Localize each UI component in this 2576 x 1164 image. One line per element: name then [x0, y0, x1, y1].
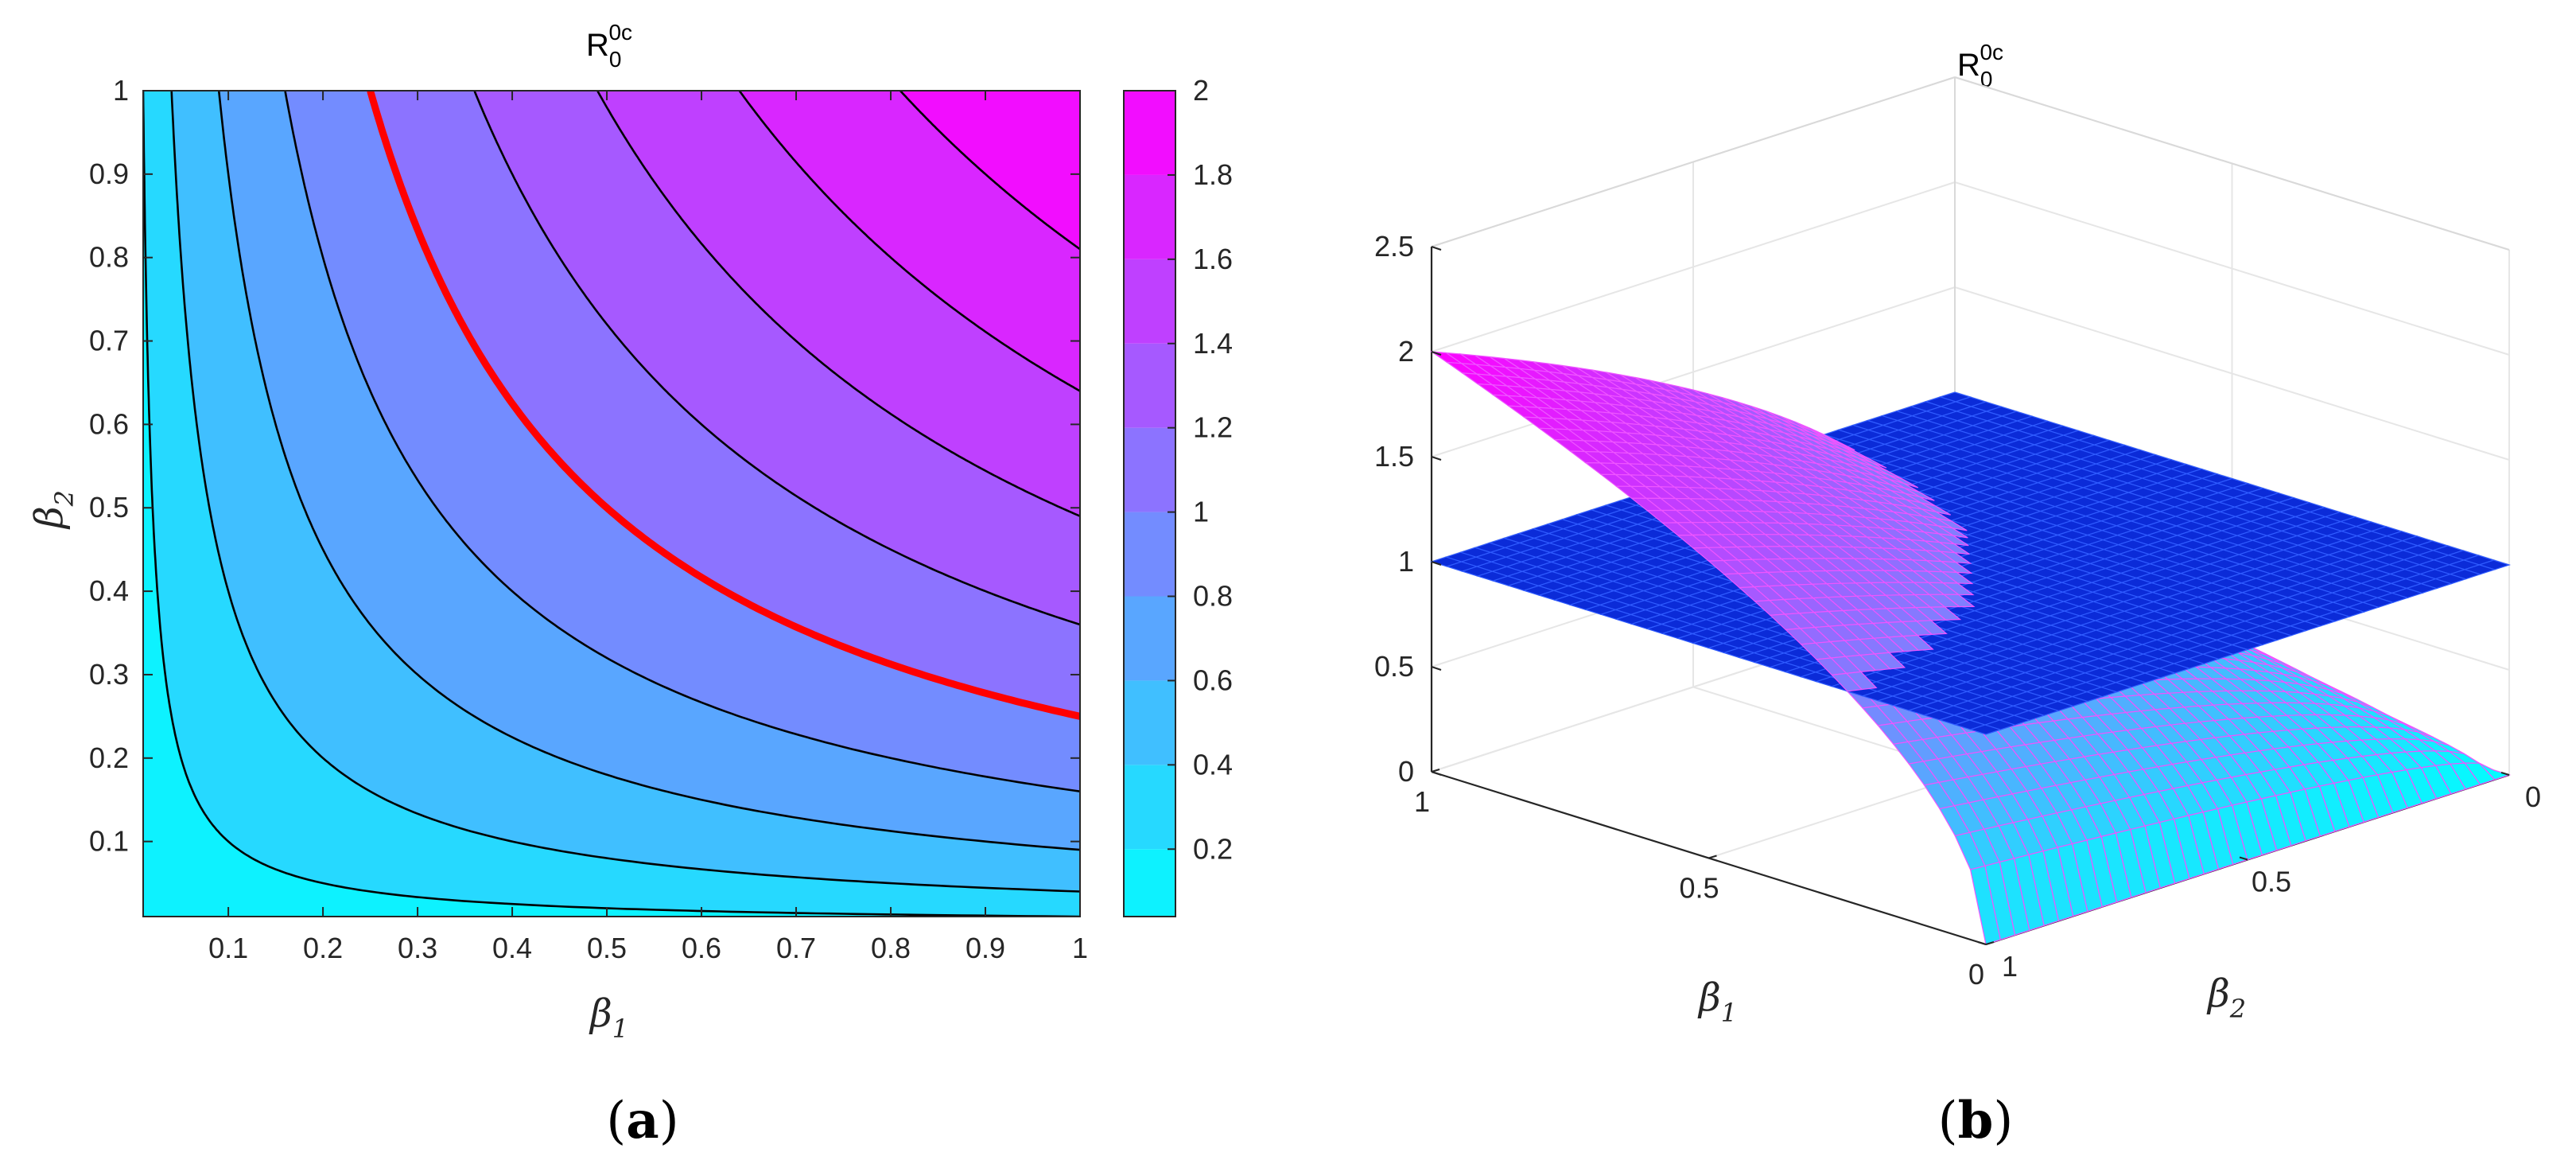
y-tick-label: 0.4 — [89, 574, 129, 607]
colorbar-segment — [1124, 174, 1175, 259]
panel-a-title: R00c — [586, 20, 632, 72]
colorbar-tick-label: 0.6 — [1193, 664, 1233, 696]
panel-b-title: R00c — [1957, 40, 2003, 91]
contour-plot — [142, 90, 1081, 917]
beta2-tick-label: 0.5 — [2252, 866, 2291, 898]
colorbar-tick-label: 0.4 — [1193, 748, 1233, 781]
beta1-tick-label: 1 — [1414, 785, 1430, 818]
contour-line — [473, 91, 1080, 626]
box-edge — [1954, 76, 2510, 251]
y-axis-label: β2 — [27, 490, 80, 530]
z-tick-label: 0 — [1398, 755, 1414, 788]
beta2-axis-label: β2 — [2206, 971, 2246, 1024]
colorbar-tick-label: 1.6 — [1193, 243, 1233, 275]
colorbar-tick-label: 1.2 — [1193, 411, 1233, 444]
colorbar-segment — [1124, 596, 1175, 681]
caption-b: (b) — [1938, 1091, 2014, 1150]
colorbar: 0.2 0.4 0.6 0.8 1 1.2 1.4 1.6 1.8 2 — [1123, 74, 1233, 917]
contour-line — [738, 91, 1080, 392]
colorbar-tick-label: 0.2 — [1193, 832, 1233, 865]
contour-line — [899, 91, 1080, 251]
colorbar-tick-label: 1 — [1193, 496, 1209, 528]
x-tick-label: 0.4 — [492, 932, 532, 964]
contour-line — [143, 91, 1080, 917]
z-tick-mark — [1431, 456, 1442, 461]
colorbar-segment — [1124, 427, 1175, 512]
x-tick-label: 0.6 — [682, 932, 721, 964]
x-tick-label: 0.8 — [871, 932, 911, 964]
plot-frame — [142, 90, 1081, 917]
colorbar-tick-label: 0.8 — [1193, 580, 1233, 613]
z-tick-mark — [1431, 561, 1442, 566]
beta1-tick-mark — [1708, 855, 1717, 859]
y-tick-label: 0.6 — [89, 407, 129, 440]
colorbar-tick-label: 1.8 — [1193, 158, 1233, 191]
y-tick-label: 0.9 — [89, 158, 129, 190]
panel-a: R00c 0.1 0.2 0.3 0.4 0.5 0.6 0.7 0.8 0.9 1 0.1 0.2… — [27, 20, 1233, 1150]
y-tick-label: 0.3 — [89, 658, 129, 691]
colorbar-tick-label: 2 — [1193, 74, 1209, 107]
contour-line — [284, 91, 1080, 792]
box-edge — [1431, 76, 1956, 247]
y-axis-ticks: 0.1 0.2 0.3 0.4 0.5 0.6 0.7 0.8 0.9 1 — [89, 74, 1080, 858]
plane-cell — [1968, 724, 2003, 735]
surface-plot-3d — [1429, 351, 2511, 945]
z-tick-label: 0.5 — [1374, 650, 1414, 683]
colorbar-segment — [1124, 512, 1175, 597]
axes-ticks-3d: 0 0.5 1 1.5 2 2.5 1 0.5 0 0 0.5 1 — [1374, 230, 2541, 991]
z-tick-label: 2 — [1398, 335, 1414, 368]
beta1-tick-mark — [1985, 941, 1995, 945]
y-tick-label: 0.8 — [89, 241, 129, 274]
colorbar-segment — [1124, 680, 1175, 765]
beta1-tick-label: 0.5 — [1679, 872, 1719, 905]
contour-fill-bands — [143, 91, 1080, 917]
x-tick-label: 0.3 — [398, 932, 437, 964]
colorbar-segment — [1124, 765, 1175, 850]
y-tick-label: 0.5 — [89, 491, 129, 524]
colorbar-tick-label: 1.4 — [1193, 327, 1233, 360]
contour-line — [217, 91, 1080, 851]
colorbar-segment — [1124, 259, 1175, 344]
contour-line — [170, 91, 1080, 893]
x-tick-label: 0.9 — [966, 932, 1005, 964]
y-tick-label: 1 — [113, 74, 129, 107]
surface-cell — [1831, 672, 1863, 692]
x-tick-label: 0.5 — [587, 932, 627, 964]
x-axis-ticks: 0.1 0.2 0.3 0.4 0.5 0.6 0.7 0.8 0.9 1 — [208, 91, 1088, 964]
x-axis-label: β1 — [589, 991, 628, 1044]
beta1-tick-mark — [1431, 769, 1440, 773]
colorbar-segment — [1124, 343, 1175, 428]
z-tick-mark — [1431, 771, 1442, 776]
x-tick-label: 0.1 — [208, 932, 248, 964]
panel-b: R00c 0 0.5 1 1.5 2 2.5 1 0.5 0 0 0.5 1 β1 β2 (b) — [1374, 40, 2541, 1150]
x-tick-label: 0.2 — [303, 932, 343, 964]
caption-a: (a) — [606, 1091, 678, 1150]
beta2-tick-mark — [2500, 772, 2510, 776]
z-tick-label: 2.5 — [1374, 230, 1414, 263]
z-tick-label: 1.5 — [1374, 440, 1414, 473]
beta2-tick-label: 0 — [2525, 781, 2541, 813]
beta2-tick-mark — [2239, 856, 2248, 861]
x-tick-label: 0.7 — [776, 932, 816, 964]
beta1-axis-label: β1 — [1697, 975, 1737, 1028]
y-tick-label: 0.1 — [89, 825, 129, 858]
contour-line-threshold — [367, 91, 1080, 720]
contour-line — [596, 91, 1080, 517]
z-tick-mark — [1431, 666, 1442, 671]
y-tick-label: 0.2 — [89, 742, 129, 774]
z-tick-label: 1 — [1398, 545, 1414, 578]
beta1-tick-label: 0 — [1968, 958, 1984, 991]
beta2-tick-mark — [1977, 941, 1987, 945]
colorbar-frame — [1123, 90, 1176, 917]
z-tick-mark — [1431, 351, 1442, 356]
colorbar-segment — [1124, 91, 1175, 175]
contour-lines — [143, 91, 1080, 917]
beta2-tick-label: 1 — [2002, 950, 2018, 983]
x-tick-label: 1 — [1072, 932, 1088, 964]
y-tick-label: 0.7 — [89, 325, 129, 357]
colorbar-segment — [1124, 849, 1175, 917]
contour-band — [899, 91, 1080, 250]
z-tick-mark — [1431, 246, 1442, 251]
